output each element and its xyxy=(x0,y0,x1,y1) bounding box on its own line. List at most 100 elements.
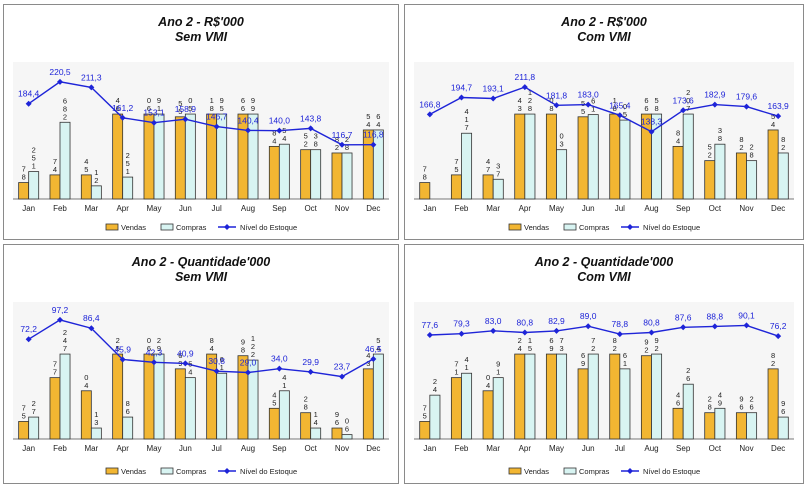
bar-label-compras: 3 xyxy=(94,418,98,427)
bar-compras xyxy=(777,152,789,200)
bar-vendas xyxy=(419,182,431,200)
bar-vendas xyxy=(49,174,61,200)
bar-compras xyxy=(372,353,384,440)
bar-label-vendas: 4 xyxy=(84,157,88,166)
category-label: Apr xyxy=(519,204,532,213)
line-label: 165,4 xyxy=(609,100,631,110)
bar-label-compras: 1 xyxy=(157,104,161,113)
bar-label-compras: 2 xyxy=(591,344,595,353)
bar-vendas xyxy=(577,116,589,200)
legend-marker-estoque xyxy=(627,224,633,230)
legend-label-estoque: Nível do Estoque xyxy=(240,467,297,476)
line-label: 82,9 xyxy=(548,316,565,326)
bar-label-vendas: 8 xyxy=(210,104,214,113)
category-label: Feb xyxy=(53,444,67,453)
legend-label-vendas: Vendas xyxy=(121,223,146,232)
point-estoque xyxy=(370,356,377,363)
line-label: 182,9 xyxy=(704,90,726,100)
point-estoque xyxy=(553,102,560,109)
bar-label-vendas: 7 xyxy=(454,360,458,369)
bar-vendas xyxy=(300,149,312,200)
chart-title: Ano 2 - R$'000 xyxy=(560,15,647,29)
point-estoque xyxy=(490,327,497,334)
category-label: Sep xyxy=(676,444,691,453)
bar-label-compras: 2 xyxy=(686,88,690,97)
bar-compras xyxy=(28,416,40,440)
legend-label-estoque: Nível do Estoque xyxy=(643,467,700,476)
point-estoque xyxy=(151,359,157,366)
bar-label-compras: 8 xyxy=(749,151,753,160)
bar-compras xyxy=(492,377,504,440)
point-estoque xyxy=(339,141,345,148)
category-label: Mar xyxy=(486,204,500,213)
bar-label-compras: 8 xyxy=(345,143,349,152)
bar-vendas xyxy=(362,368,374,440)
bar-vendas xyxy=(514,113,526,200)
bar-label-compras: 6 xyxy=(126,407,130,416)
bar-label-compras: 8 xyxy=(781,135,785,144)
bar-label-compras: 6 xyxy=(220,355,224,364)
line-label: 90,1 xyxy=(738,310,755,320)
bar-vendas xyxy=(735,412,747,440)
point-estoque xyxy=(711,323,718,330)
legend-swatch-compras xyxy=(563,223,577,231)
bar-label-compras: 7 xyxy=(464,123,468,132)
bar-label-compras: 6 xyxy=(686,374,690,383)
point-estoque xyxy=(775,113,782,120)
point-estoque xyxy=(88,325,95,332)
bar-label-vendas: 7 xyxy=(454,157,458,166)
category-label: Dec xyxy=(771,204,785,213)
point-estoque xyxy=(616,112,623,119)
bar-label-vendas: 6 xyxy=(581,351,585,360)
bar-vendas xyxy=(450,377,462,440)
bar-label-compras: 1 xyxy=(94,410,98,419)
category-label: Apr xyxy=(116,444,129,453)
point-estoque xyxy=(213,123,220,130)
bar-label-compras: 1 xyxy=(623,359,627,368)
bar-compras xyxy=(524,113,536,200)
bar-vendas xyxy=(672,145,684,200)
bar-vendas xyxy=(49,377,61,440)
category-label: Jun xyxy=(179,204,192,213)
bar-label-vendas: 9 xyxy=(581,359,585,368)
bar-label-compras: 3 xyxy=(314,132,318,141)
bar-label-vendas: 4 xyxy=(116,96,120,105)
bar-label-compras: 7 xyxy=(32,407,36,416)
bar-label-vendas: 2 xyxy=(644,346,648,355)
bar-compras xyxy=(59,353,71,440)
bar-label-vendas: 6 xyxy=(644,96,648,105)
bar-label-vendas: 3 xyxy=(366,359,370,368)
category-label: Feb xyxy=(455,204,469,213)
plot-area xyxy=(414,62,794,199)
bar-label-vendas: 5 xyxy=(178,99,182,108)
bar-label-compras: 7 xyxy=(559,336,563,345)
line-label: 89,0 xyxy=(580,311,597,321)
bar-label-compras: 8 xyxy=(314,140,318,149)
point-estoque xyxy=(426,332,433,339)
bar-vendas xyxy=(268,145,280,200)
bar-vendas xyxy=(362,129,374,200)
line-label: 146,7 xyxy=(206,112,228,122)
bar-label-vendas: 5 xyxy=(304,132,308,141)
bar-label-compras: 7 xyxy=(496,169,500,178)
bar-vendas xyxy=(704,412,716,440)
point-estoque xyxy=(458,94,465,101)
bar-label-compras: 7 xyxy=(63,344,67,353)
line-label: 87,6 xyxy=(675,312,692,322)
bar-label-compras: 2 xyxy=(781,143,785,152)
category-label: Jun xyxy=(179,444,192,453)
line-label: 143,8 xyxy=(300,113,322,123)
category-label: Nov xyxy=(335,204,349,213)
bar-vendas xyxy=(80,174,92,200)
bar-label-compras: 2 xyxy=(63,328,67,337)
bar-label-compras: 1 xyxy=(464,115,468,124)
point-estoque xyxy=(213,368,220,375)
bar-label-compras: 5 xyxy=(654,96,658,105)
bar-label-vendas: 4 xyxy=(210,344,214,353)
bar-label-compras: 4 xyxy=(718,390,722,399)
line-label: 116,7 xyxy=(332,130,353,140)
bar-compras xyxy=(216,113,228,200)
bar-vendas xyxy=(482,174,494,200)
bar-label-vendas: 5 xyxy=(22,411,26,420)
